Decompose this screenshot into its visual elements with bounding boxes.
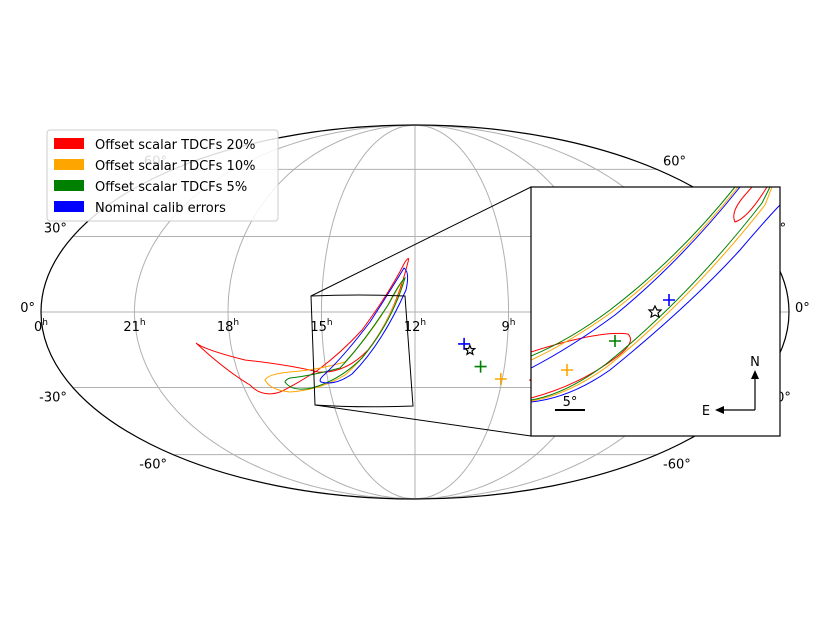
- dec-tick-label-left: 30°: [44, 221, 67, 236]
- contour-3: [319, 267, 409, 384]
- compass: N E: [702, 355, 760, 419]
- contour-2: [284, 276, 406, 390]
- legend-swatch: [54, 159, 84, 170]
- contour-0: [195, 258, 410, 395]
- inset-contour-red-lower: [531, 332, 631, 399]
- star-marker: [463, 343, 477, 356]
- main-contours: [195, 258, 410, 395]
- zoom-region: [310, 186, 532, 437]
- dec-tick-label-right: 0°: [795, 301, 810, 316]
- legend-label: Nominal calib errors: [95, 201, 226, 216]
- scale-bar-label: 5°: [563, 395, 578, 410]
- legend: Offset scalar TDCFs 20% Offset scalar TDC…: [46, 129, 279, 222]
- legend-swatch: [54, 138, 84, 149]
- dec-tick-label-left: -30°: [39, 391, 67, 406]
- legend-label: Offset scalar TDCFs 20%: [95, 138, 255, 153]
- inset-marker-orange: [561, 364, 573, 376]
- legend-label: Offset scalar TDCFs 5%: [95, 180, 247, 195]
- contour-1: [264, 282, 403, 393]
- peak-marker: [494, 373, 507, 385]
- legend-label: Offset scalar TDCFs 10%: [95, 159, 255, 174]
- legend-swatch: [54, 201, 84, 212]
- zoom-region-box: [310, 294, 414, 408]
- inset-marker-green: [609, 335, 621, 347]
- zoom-inset: 5° N E: [530, 186, 781, 437]
- legend-box: [46, 129, 279, 222]
- dec-tick-label-right: -60°: [663, 458, 691, 473]
- inset-contour-blue: [531, 187, 780, 403]
- dec-tick-label-left: -60°: [139, 458, 167, 473]
- inset-contour-green: [531, 187, 771, 401]
- compass-east-label: E: [702, 404, 710, 419]
- connector-top: [310, 186, 532, 297]
- inset-star: [647, 304, 663, 319]
- compass-north-label: N: [750, 355, 760, 370]
- dec-tick-label-left: 0°: [20, 301, 35, 316]
- legend-swatch: [54, 180, 84, 191]
- inset-contour-orange: [531, 187, 773, 402]
- inset-marker-blue: [663, 294, 675, 306]
- inset-contours: [531, 187, 780, 403]
- inset-frame: [530, 186, 781, 437]
- connector-bottom: [314, 404, 532, 437]
- inset-markers: [561, 294, 675, 376]
- inset-contour-red-upper: [733, 187, 768, 223]
- map-boundary: [40, 124, 790, 500]
- peak-marker: [474, 360, 487, 373]
- dec-tick-label-right: 60°: [663, 154, 686, 169]
- peak-marker: [458, 337, 471, 350]
